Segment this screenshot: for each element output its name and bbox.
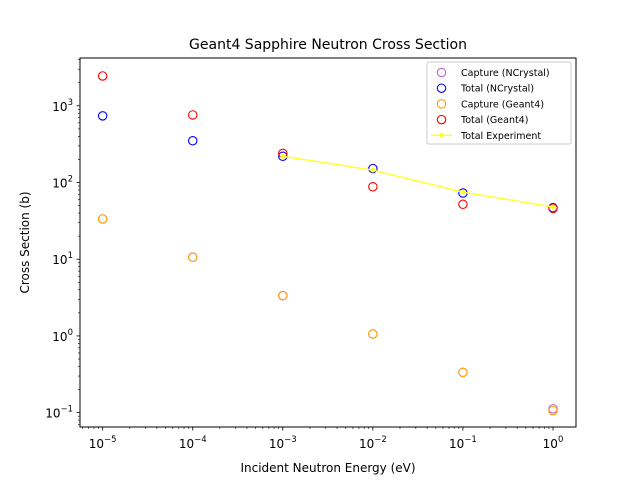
y-tick-label: 101 xyxy=(52,251,73,267)
data-point xyxy=(548,404,558,414)
x-tick-label: 10−4 xyxy=(179,435,207,451)
data-point xyxy=(368,163,378,174)
series-line xyxy=(282,155,554,208)
legend-entry: Total (NCrystal) xyxy=(436,83,534,95)
legend-entry: Capture (Geant4) xyxy=(436,99,544,110)
legend-label: Total (Geant4) xyxy=(460,115,528,126)
y-tick-label: 103 xyxy=(52,98,73,114)
data-point xyxy=(458,199,468,210)
data-point xyxy=(280,153,286,159)
legend-marker xyxy=(436,83,447,93)
legend-marker xyxy=(436,67,447,78)
data-point xyxy=(548,405,558,416)
y-tick-label: 10−1 xyxy=(45,405,73,421)
legend-marker xyxy=(436,114,447,125)
x-tick-label: 10−5 xyxy=(89,435,117,451)
chart-title: Geant4 Sapphire Neutron Cross Section xyxy=(189,37,467,53)
data-point xyxy=(187,252,198,263)
x-axis-label: Incident Neutron Energy (eV) xyxy=(240,461,415,475)
legend-marker xyxy=(439,132,444,138)
y-tick-label: 102 xyxy=(52,175,73,191)
data-series xyxy=(97,71,558,416)
data-point xyxy=(550,204,556,210)
data-point xyxy=(460,189,466,195)
series-0 xyxy=(97,214,558,414)
axis-ticks: 10−5 10−4 10−3 10−2 10−1 100 10−1 100 101 102 103 xyxy=(45,59,564,451)
data-point xyxy=(368,182,378,192)
x-tick-label: 10−1 xyxy=(449,435,477,451)
x-tick-label: 10−3 xyxy=(269,435,297,451)
data-point xyxy=(97,111,108,121)
legend-entry: Total Experiment xyxy=(431,131,541,142)
data-point xyxy=(97,71,108,81)
data-point xyxy=(370,167,376,173)
series-3 xyxy=(97,71,558,214)
series-4 xyxy=(280,153,556,210)
x-tick-label: 10−2 xyxy=(359,435,387,451)
data-point xyxy=(187,110,198,120)
legend-label: Total (NCrystal) xyxy=(460,84,534,95)
data-point xyxy=(97,214,108,224)
legend-box xyxy=(426,61,572,145)
data-point xyxy=(278,290,288,301)
x-tick-label: 100 xyxy=(543,435,564,451)
data-point xyxy=(187,136,198,146)
legend-label: Total Experiment xyxy=(460,131,541,142)
legend-label: Capture (NCrystal) xyxy=(461,68,550,79)
legend-marker xyxy=(436,99,447,109)
data-point xyxy=(548,203,558,214)
legend-entry: Capture (NCrystal) xyxy=(436,67,550,79)
legend-entry: Total (Geant4) xyxy=(436,114,528,126)
data-point xyxy=(458,367,468,378)
data-point xyxy=(368,329,378,339)
y-tick-label: 100 xyxy=(52,328,73,344)
legend-label: Capture (Geant4) xyxy=(461,99,544,110)
y-axis-label: Cross Section (b) xyxy=(18,191,32,293)
legend: Capture (NCrystal) Total (NCrystal) Captur… xyxy=(426,61,572,145)
plot-area-frame xyxy=(79,57,577,428)
series-2 xyxy=(97,214,558,416)
